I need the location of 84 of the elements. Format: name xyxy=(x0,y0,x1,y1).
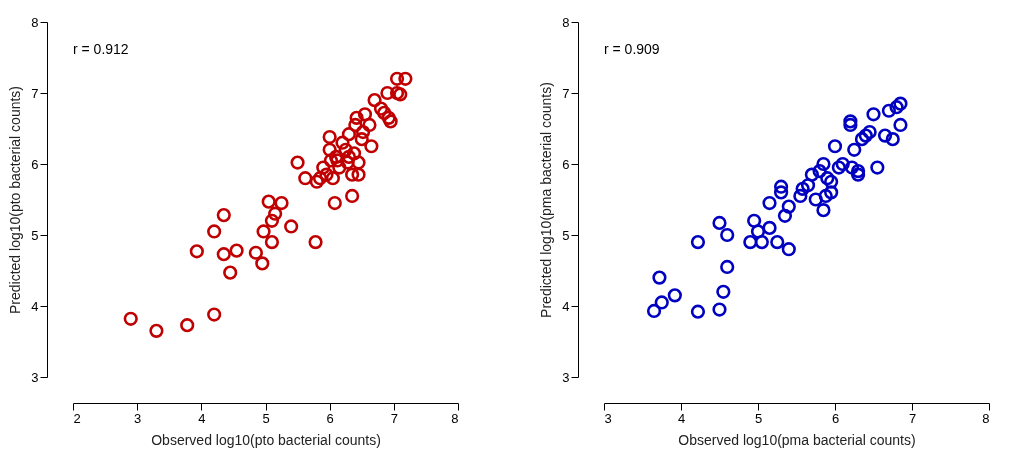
point xyxy=(781,242,796,257)
x-axis-title: Observed log10(pto bacterial counts) xyxy=(151,431,381,448)
y-tick-label: 6 xyxy=(562,156,570,172)
point xyxy=(652,270,667,285)
point xyxy=(893,96,908,111)
point xyxy=(770,235,785,250)
y-tick-label: 5 xyxy=(562,227,570,243)
point xyxy=(866,107,881,122)
point xyxy=(743,235,758,250)
point xyxy=(762,220,777,235)
point xyxy=(824,185,839,200)
point xyxy=(862,124,877,140)
point xyxy=(773,179,789,194)
y-tick-label: 8 xyxy=(31,14,39,30)
annotation: r = 0.912 xyxy=(73,41,129,57)
point xyxy=(716,284,731,299)
point xyxy=(808,192,823,207)
point xyxy=(831,160,846,175)
x-tick-label: 4 xyxy=(677,410,686,426)
point xyxy=(690,304,706,319)
point xyxy=(816,203,831,218)
x-axis-title: Observed log10(pma bacterial counts) xyxy=(678,431,916,448)
y-tick-label: 3 xyxy=(31,369,39,385)
point xyxy=(750,224,766,239)
point xyxy=(812,164,827,179)
point xyxy=(720,227,735,243)
point xyxy=(889,100,904,115)
point xyxy=(781,199,796,214)
point xyxy=(754,235,769,250)
y-axis-title: Predicted log10(pto bacterial counts) xyxy=(7,85,24,315)
point xyxy=(844,160,860,175)
x-tick-label: 5 xyxy=(754,410,763,426)
point xyxy=(690,235,706,250)
y-tick-label: 5 xyxy=(31,227,39,243)
x-tick-label: 3 xyxy=(604,410,612,426)
x-tick-label: 7 xyxy=(908,410,917,426)
point xyxy=(843,117,858,133)
point xyxy=(712,302,727,317)
point xyxy=(893,117,908,133)
point xyxy=(646,303,662,319)
x-tick-label: 2 xyxy=(73,410,81,426)
point xyxy=(747,213,762,228)
y-tick-label: 7 xyxy=(562,85,570,101)
point xyxy=(777,208,793,223)
point xyxy=(870,160,885,175)
point xyxy=(881,103,897,118)
point xyxy=(712,215,727,231)
y-tick-label: 8 xyxy=(562,14,570,30)
point xyxy=(720,259,735,275)
point xyxy=(824,174,839,189)
point xyxy=(667,288,682,303)
point xyxy=(835,156,850,172)
y-axis-title: Predicted log10(pma bacterial counts) xyxy=(538,82,555,318)
x-tick-label: 8 xyxy=(982,410,990,426)
point xyxy=(795,181,810,196)
point xyxy=(773,185,789,200)
point xyxy=(847,142,862,157)
point xyxy=(877,128,893,143)
point xyxy=(820,171,835,186)
x-tick-label: 6 xyxy=(831,410,840,426)
point xyxy=(885,132,900,147)
point xyxy=(818,188,833,204)
x-tick-label: 5 xyxy=(262,410,270,426)
point xyxy=(854,132,870,147)
x-tick-label: 8 xyxy=(451,410,459,426)
y-tick-label: 4 xyxy=(31,298,39,314)
annotation: r = 0.909 xyxy=(604,41,660,57)
x-tick-label: 3 xyxy=(134,410,142,426)
point xyxy=(843,114,858,129)
point xyxy=(827,139,843,154)
point xyxy=(793,188,808,204)
x-tick-label: 6 xyxy=(326,410,334,426)
y-tick-label: 4 xyxy=(562,298,570,314)
y-tick-label: 7 xyxy=(31,85,39,101)
y-tick-label: 6 xyxy=(31,156,39,172)
x-tick-label: 4 xyxy=(198,410,206,426)
x-tick-label: 7 xyxy=(390,410,398,426)
point xyxy=(858,128,873,143)
point xyxy=(816,156,831,172)
point xyxy=(762,195,777,211)
y-tick-label: 3 xyxy=(562,369,570,385)
point xyxy=(800,178,816,193)
point xyxy=(804,167,820,182)
point xyxy=(654,295,669,310)
